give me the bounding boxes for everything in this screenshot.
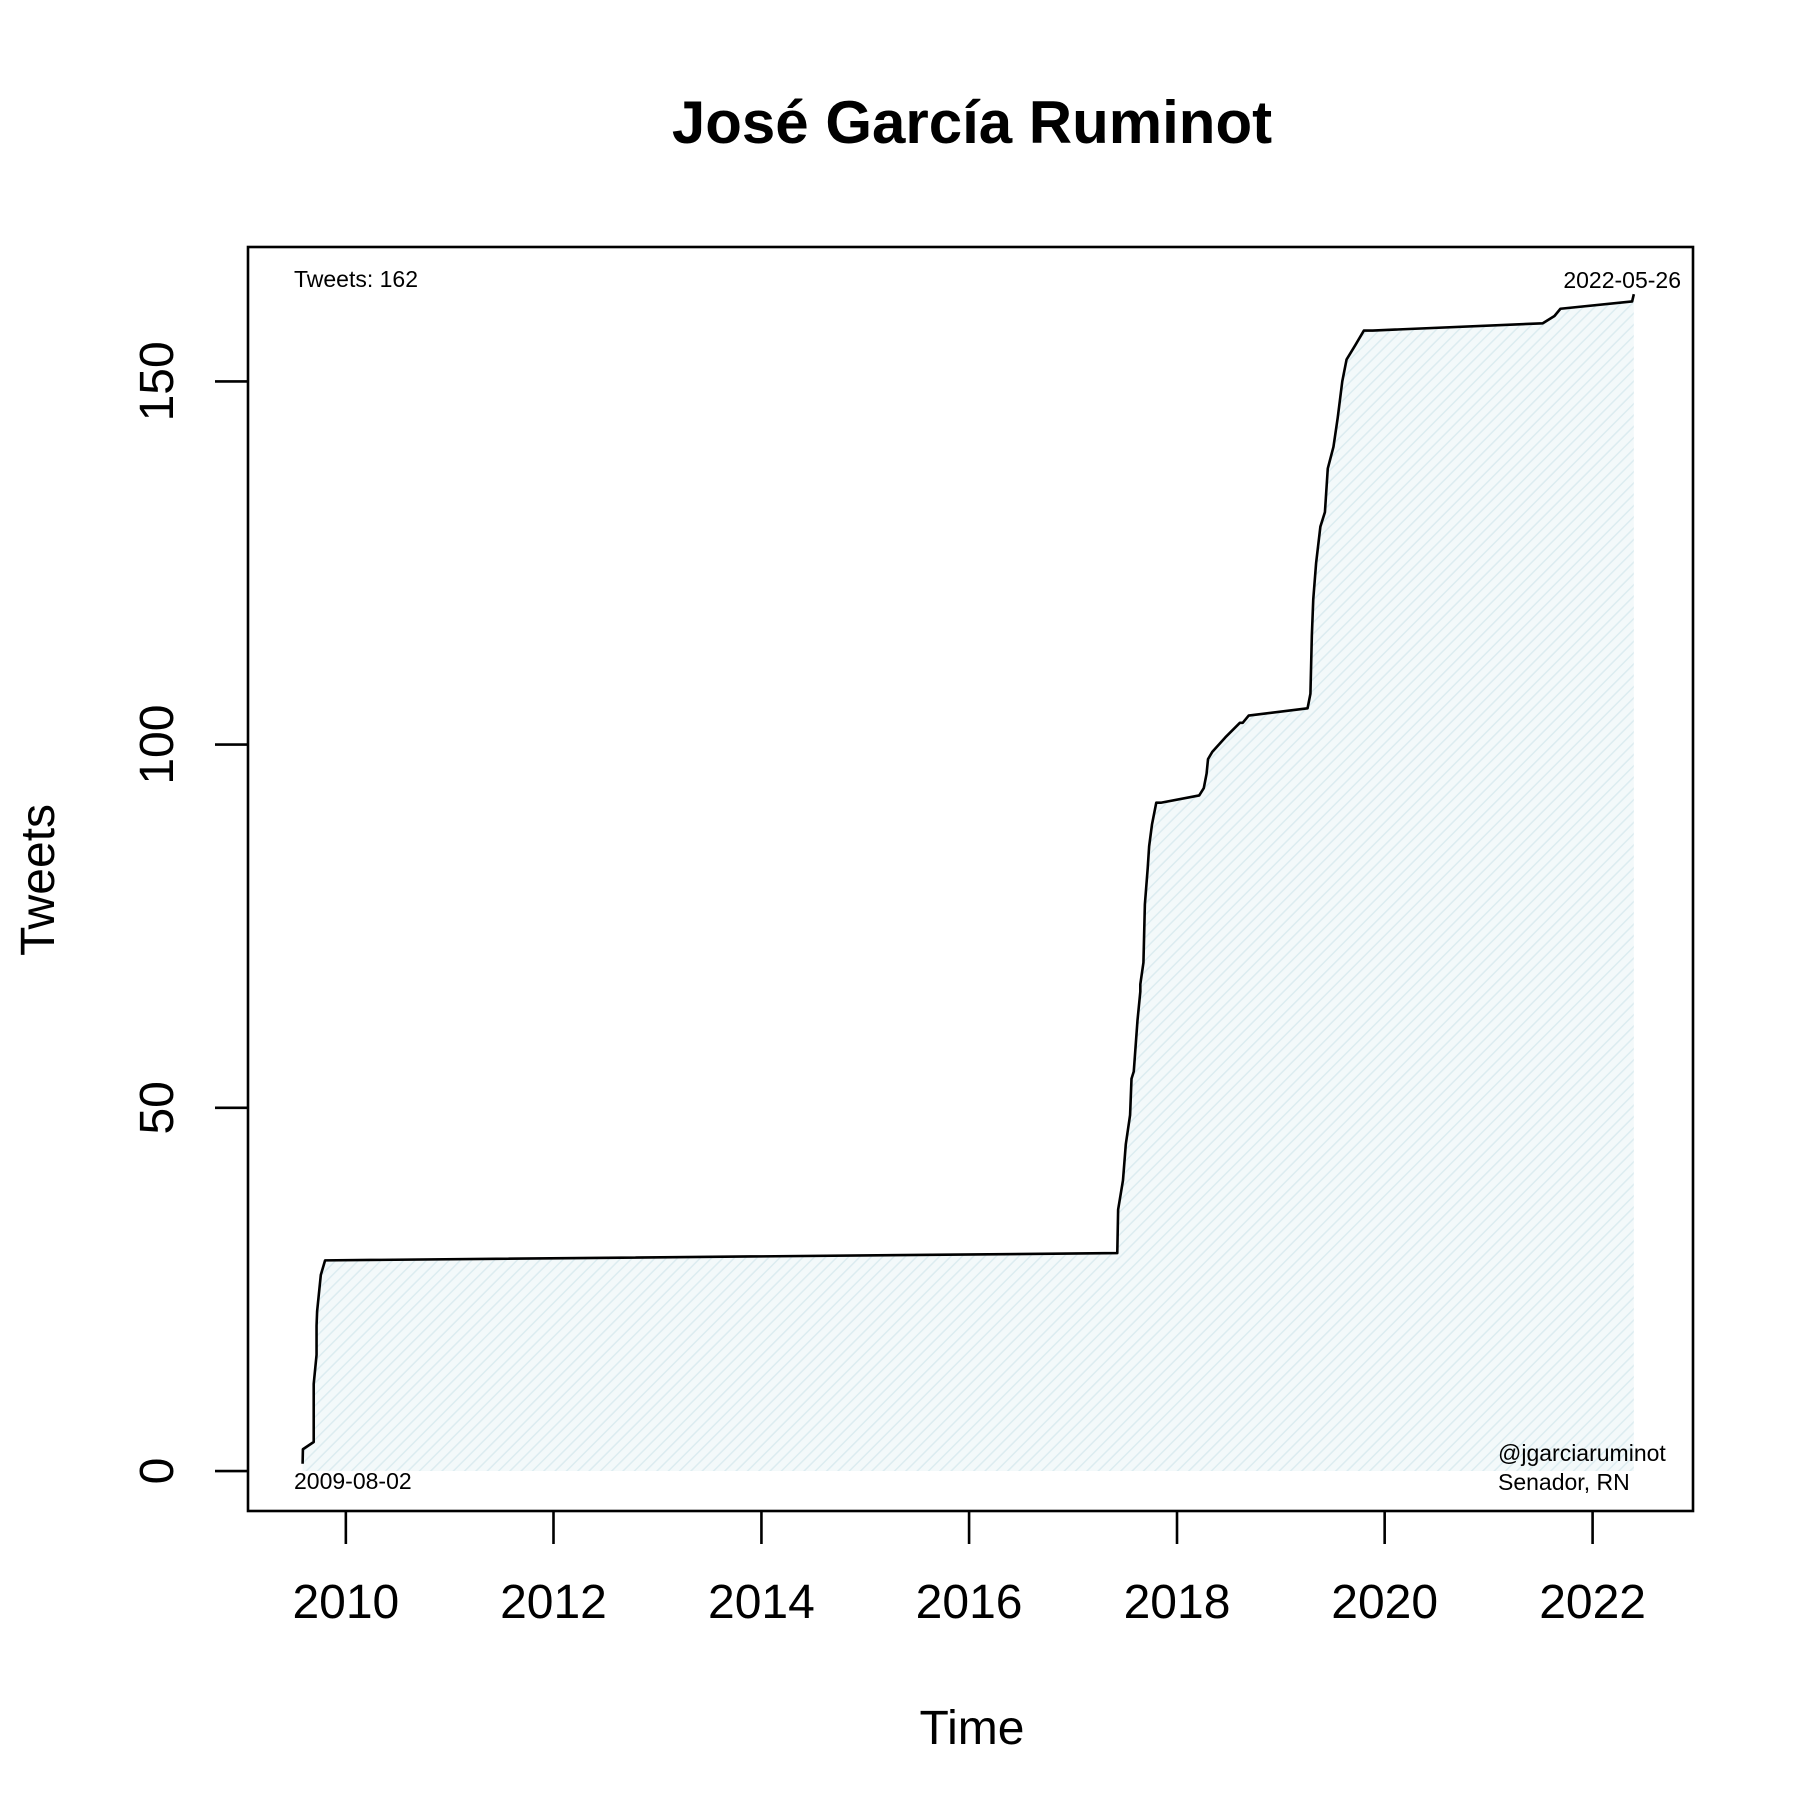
plot-area xyxy=(301,293,1636,1472)
role-label: Senador, RN xyxy=(1498,1469,1630,1495)
y-tick-label: 150 xyxy=(131,341,184,421)
x-tick-label: 2010 xyxy=(292,1576,399,1629)
x-tick-label: 2012 xyxy=(500,1576,607,1629)
series-area-fill xyxy=(302,294,1634,1472)
x-axis-label: Time xyxy=(920,1702,1025,1755)
chart-title: José García Ruminot xyxy=(672,89,1272,156)
x-tick-label: 2020 xyxy=(1331,1576,1438,1629)
y-tick-label: 100 xyxy=(131,705,184,785)
end-date-label: 2022-05-26 xyxy=(1563,267,1681,293)
y-tick-label: 0 xyxy=(131,1458,184,1485)
y-axis: 0 50 100 150 xyxy=(131,341,248,1484)
x-axis: 2010 2012 2014 2016 2018 2020 2022 xyxy=(292,1511,1646,1629)
start-date-label: 2009-08-02 xyxy=(294,1468,412,1494)
x-tick-label: 2022 xyxy=(1539,1576,1646,1629)
plot-frame xyxy=(246,245,1695,1513)
x-tick-label: 2016 xyxy=(916,1576,1023,1629)
y-axis-label: Tweets xyxy=(12,804,65,956)
x-tick-label: 2018 xyxy=(1124,1576,1231,1629)
handle-label: @jgarciaruminot xyxy=(1498,1440,1666,1466)
x-tick-label: 2014 xyxy=(708,1576,815,1629)
tweet-count-label: Tweets: 162 xyxy=(294,266,418,292)
series-line xyxy=(301,293,1636,1464)
y-tick-label: 50 xyxy=(131,1081,184,1134)
